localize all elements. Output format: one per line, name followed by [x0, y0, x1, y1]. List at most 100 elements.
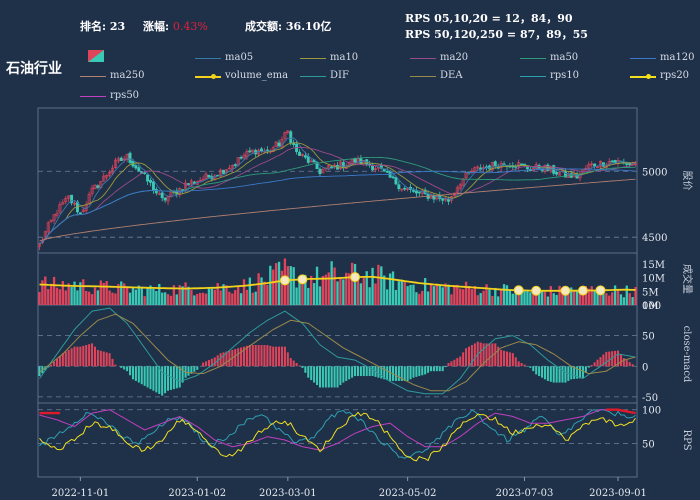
macd-histogram-bar: [225, 351, 228, 367]
volume-bar: [403, 281, 406, 305]
macd-histogram-bar: [482, 343, 485, 367]
volume-ema-marker: [513, 285, 524, 296]
volume-bar: [409, 284, 412, 305]
macd-histogram-bar: [614, 350, 617, 367]
volume-bar: [596, 288, 599, 305]
macd-histogram-bar: [76, 346, 79, 367]
macd-histogram-bar: [500, 349, 503, 367]
candle-body: [61, 202, 65, 205]
macd-histogram-bar: [292, 360, 295, 367]
volume-bar: [257, 273, 260, 305]
macd-histogram-bar: [497, 346, 500, 367]
macd-histogram-bar: [441, 366, 444, 372]
candle-body: [108, 172, 112, 176]
macd-histogram-bar: [202, 362, 205, 367]
volume-bar: [631, 297, 634, 305]
volume-bar: [526, 290, 529, 305]
macd-histogram-bar: [505, 351, 508, 367]
macd-histogram-bar: [102, 351, 105, 367]
macd-histogram-bar: [608, 351, 611, 367]
candle-body: [154, 189, 158, 194]
macd-histogram-bar: [462, 352, 465, 367]
rps20-line: [39, 411, 636, 462]
macd-histogram-bar: [616, 350, 620, 367]
volume-bar: [625, 285, 628, 305]
macd-histogram-bar: [578, 366, 582, 379]
volume-bar: [520, 288, 523, 305]
volume-bar: [330, 261, 333, 305]
volume-bar: [108, 290, 111, 305]
volume-bar: [432, 286, 436, 305]
macd-histogram-bar: [263, 345, 266, 367]
candle-body: [309, 160, 313, 163]
candle-body: [397, 184, 401, 189]
macd-histogram-bar: [467, 346, 471, 367]
volume-bar: [166, 294, 170, 305]
rps-line2: RPS 50,120,250 = 87，89，55: [405, 28, 588, 41]
volume-bar: [286, 266, 289, 305]
macd-histogram-bar: [146, 366, 149, 388]
candle-body: [187, 183, 190, 185]
macd-histogram-bar: [590, 364, 593, 367]
turnover-value: 36.10亿: [285, 20, 332, 33]
volume-bar: [55, 287, 59, 305]
candle-body: [166, 196, 170, 202]
macd-histogram-bar: [158, 366, 161, 395]
macd-histogram-bar: [134, 366, 137, 381]
candle-body: [113, 159, 117, 168]
rank-text: 排名: 23: [80, 18, 125, 34]
volume-bar: [266, 284, 269, 305]
chart-title: 石油行业: [6, 61, 62, 77]
macd-histogram-bar: [593, 362, 596, 367]
macd-histogram-bar: [91, 343, 94, 367]
volume-bar: [365, 271, 368, 305]
volume-bar: [593, 290, 596, 305]
volume-bar: [482, 290, 485, 305]
candle-body: [70, 194, 74, 204]
macd-histogram-bar: [529, 366, 532, 368]
macd-histogram-bar: [85, 345, 88, 367]
legend-label: ma50: [550, 52, 579, 63]
macd-histogram-bar: [400, 366, 403, 381]
volume-bar: [441, 287, 444, 305]
volume-bar: [327, 272, 330, 305]
volume-bar: [251, 292, 254, 305]
macd-histogram-bar: [365, 366, 368, 377]
volume-bar: [546, 296, 550, 305]
legend-label: rps50: [110, 90, 140, 101]
volume-bar: [58, 289, 62, 305]
candle-body: [432, 195, 436, 200]
macd-histogram-bar: [257, 345, 260, 367]
volume-bar: [301, 283, 304, 305]
macd-histogram-bar: [564, 366, 567, 383]
volume-bar: [529, 292, 532, 305]
candle-body: [192, 181, 196, 184]
macd-histogram-bar: [424, 366, 427, 375]
candle-body: [391, 176, 395, 179]
candle-body: [149, 179, 152, 183]
turnover-text: 成交额: 36.10亿: [245, 18, 331, 34]
macd-histogram-bar: [549, 366, 552, 382]
macd-histogram-bar: [479, 342, 482, 367]
macd-histogram-bar: [108, 353, 111, 367]
ma250-line: [39, 178, 636, 242]
volume-bar: [105, 281, 108, 305]
price-axis-label: 股价: [681, 171, 693, 191]
candle-body: [143, 172, 147, 174]
macd-histogram-bar: [93, 346, 97, 367]
macd-histogram-bar: [342, 366, 345, 383]
price-tick-label: 5000: [642, 167, 667, 178]
candle-body: [90, 187, 94, 194]
macd-histogram-bar: [169, 366, 172, 390]
volume-ema-marker: [297, 274, 308, 285]
candlestick-legend-icon: [88, 50, 104, 62]
candle-body: [233, 164, 237, 166]
macd-histogram-bar: [511, 353, 514, 367]
candle-body: [306, 156, 310, 163]
candle-body: [300, 154, 304, 156]
macd-histogram-bar: [611, 351, 614, 367]
rps10-line: [39, 409, 636, 459]
volume-bar: [497, 296, 500, 305]
volume-bar: [573, 290, 576, 305]
